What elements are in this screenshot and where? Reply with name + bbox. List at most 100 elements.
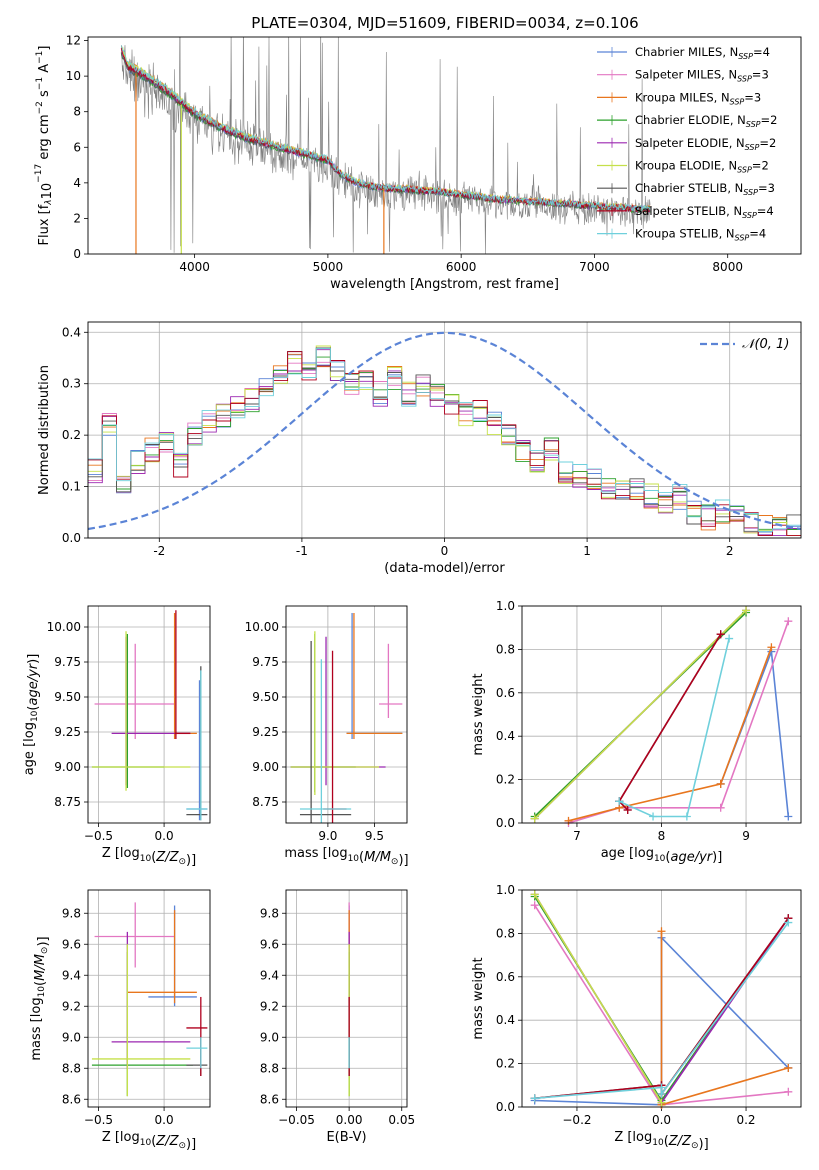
weight-marker	[716, 630, 725, 639]
x-tick-label: 8	[658, 829, 666, 843]
figure-title: PLATE=0304, MJD=51609, FIBERID=0034, z=0…	[251, 14, 638, 32]
label-part: Z/Z	[155, 1134, 179, 1149]
y-tick-label: 0.6	[496, 970, 515, 984]
x-tick-label: 1	[583, 544, 591, 558]
y-tick-label: 0.4	[496, 729, 515, 743]
x-tick-label: 0.2	[736, 1113, 755, 1127]
label-part: )]	[186, 1137, 196, 1152]
weight-marker	[657, 1098, 666, 1107]
x-axis-label: (data-model)/error	[384, 561, 505, 576]
y-tick-label: 9.75	[252, 655, 279, 669]
y-tick-label: 0.4	[496, 1013, 515, 1027]
residual-histogram-8	[88, 348, 801, 532]
x-axis-label-text: E(B-V)	[326, 1130, 366, 1145]
y-axis-label: Flux [fλ10−17 erg cm−2 s−1 A−1]	[34, 46, 55, 246]
weight-marker	[623, 805, 632, 814]
y-axis-label: Normed distribution	[37, 365, 52, 495]
legend-entry-base: Kroupa STELIB, N	[635, 227, 735, 241]
y-axis-label-text: mass weight	[471, 957, 486, 1039]
y-tick-label: 9.8	[62, 906, 81, 920]
y-axis-label: mass [log10(M/M⊙)]	[29, 936, 51, 1060]
label-part: ]	[37, 46, 52, 51]
y-tick-label: 9.6	[62, 937, 81, 951]
weight-marker	[657, 927, 666, 936]
y-tick-label: 0.4	[62, 325, 81, 339]
label-subscript: 10	[140, 854, 152, 864]
legend-entry-base: Chabrier ELODIE, N	[635, 113, 746, 127]
label-part: (	[151, 1134, 156, 1149]
weight-marker	[530, 1094, 539, 1103]
label-part: 10	[40, 183, 55, 200]
y-tick-label: 2	[73, 211, 81, 225]
legend-entry-n: 4	[759, 227, 766, 241]
label-part: )]	[398, 853, 408, 868]
y-tick-label: 0.0	[496, 816, 515, 830]
weight-marker	[716, 803, 725, 812]
y-tick-label: 8	[73, 105, 81, 119]
legend-eq: =	[761, 113, 771, 127]
label-subscript: ⊙	[178, 857, 186, 867]
y-tick-label: 8.6	[62, 1092, 81, 1106]
residual-histogram-7	[88, 351, 801, 536]
axes-frame-age-vs-mass	[285, 605, 408, 824]
legend-eq: =	[749, 227, 759, 241]
weight-marker	[530, 814, 539, 823]
legend-eq: =	[759, 136, 769, 150]
weight-marker	[767, 643, 776, 652]
legend-entry-7: Salpeter STELIB, NSSP=4	[635, 204, 774, 220]
legend-entry-base: Salpeter ELODIE, N	[635, 136, 745, 150]
legend-entry-n: 2	[761, 159, 768, 173]
x-tick-label: 9.5	[365, 829, 384, 843]
weight-marker	[784, 1063, 793, 1072]
y-tick-label: 8.8	[62, 1061, 81, 1075]
label-part: age/yr	[670, 850, 713, 865]
weight-line-8	[618, 638, 730, 818]
x-axis-label-text: mass [log	[284, 846, 347, 861]
legend-entry-0: Chabrier MILES, NSSP=4	[635, 45, 770, 61]
x-axis-label: Z [log10(Z/Z⊙)]	[102, 1130, 196, 1152]
x-axis-label-text: wavelength [Angstrom, rest frame]	[330, 277, 559, 292]
x-tick-label: −0.2	[562, 1113, 591, 1127]
legend-entry-base: Kroupa ELODIE, N	[635, 159, 737, 173]
label-part: s	[37, 90, 52, 101]
x-tick-label: 7	[573, 829, 581, 843]
x-tick-label: 0.0	[652, 1113, 671, 1127]
axes-frame-weight-vs-age	[521, 605, 802, 824]
y-tick-label: 8.6	[260, 1092, 279, 1106]
y-tick-label: 0.2	[496, 1057, 515, 1071]
label-part: Z/Z	[155, 850, 179, 865]
label-part: age/yr	[26, 662, 41, 705]
label-superscript: −17	[34, 164, 44, 183]
weight-marker	[530, 901, 539, 910]
y-tick-label: 10	[66, 69, 81, 83]
legend-eq: =	[757, 204, 767, 218]
axes-frame-mass-vs-ebv	[285, 889, 408, 1108]
axis-ticks-residuals: -2 -1 0 1 2 0.0 0.1 0.2 0.3 0.4	[62, 322, 801, 558]
label-subscript: 10	[30, 710, 40, 722]
weight-line-5	[534, 893, 663, 1104]
errorbars-age-vs-mass	[290, 613, 403, 823]
x-tick-label: 5000	[313, 260, 344, 274]
legend-entry-base: Kroupa MILES, N	[635, 90, 730, 104]
x-tick-label: 0.05	[388, 1113, 415, 1127]
axis-ticks-mass-vs-Z: −0.5 0.0 8.6 8.8 9.0 9.2 9.4 9.6 9.8	[62, 890, 210, 1127]
y-tick-label: 10.00	[245, 620, 279, 634]
label-part: (	[359, 850, 364, 865]
y-tick-label: 0.3	[62, 377, 81, 391]
y-axis-label-text: age [log	[22, 722, 37, 775]
weight-line-7	[618, 633, 722, 811]
label-part: )]	[26, 654, 41, 664]
weight-marker	[784, 1087, 793, 1096]
y-tick-label: 9.2	[260, 999, 279, 1013]
weight-marker	[784, 812, 793, 821]
hist-axes-frame	[87, 321, 802, 539]
x-axis-label: mass [log10(M/M⊙)]	[284, 846, 408, 868]
weight-marker	[784, 918, 793, 927]
x-tick-label: 9.0	[318, 829, 337, 843]
y-tick-label: 10.00	[47, 620, 81, 634]
y-tick-label: 9.50	[252, 690, 279, 704]
weight-line-5	[534, 609, 747, 820]
y-tick-label: 0	[73, 247, 81, 261]
label-part: A	[37, 64, 52, 77]
